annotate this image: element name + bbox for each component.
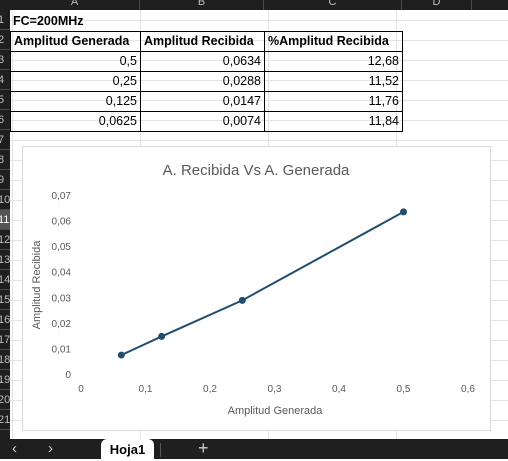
- cell-amplitud-recibida[interactable]: 0,0634: [141, 52, 265, 72]
- row-header-13[interactable]: 13: [0, 250, 10, 270]
- table-row: 0,0625 0,0074 11,84: [11, 112, 403, 132]
- cell-porcentaje[interactable]: 11,76: [265, 92, 403, 112]
- data-point: [158, 333, 165, 340]
- x-tick-label: 0,5: [397, 384, 411, 395]
- x-tick-label: 0,1: [139, 384, 153, 395]
- x-tick-label: 0,4: [332, 384, 346, 395]
- y-tick-label: 0,01: [52, 344, 72, 355]
- x-tick-label: 0: [78, 384, 84, 395]
- table-header-row: Amplitud Generada Amplitud Recibida %Amp…: [11, 32, 403, 52]
- column-header-a[interactable]: A: [10, 0, 140, 10]
- data-point: [118, 352, 125, 359]
- cell-amplitud-generada[interactable]: 0,125: [11, 92, 141, 112]
- column-header-bar: A B C D: [0, 0, 508, 10]
- column-header-d[interactable]: D: [402, 0, 472, 10]
- chart-svg: A. Recibida Vs A. Generada Amplitud Gene…: [23, 147, 490, 430]
- data-point: [239, 297, 246, 304]
- row-header-15[interactable]: 15: [0, 290, 10, 310]
- row-header-9[interactable]: 9: [0, 170, 10, 190]
- scatter-chart[interactable]: A. Recibida Vs A. Generada Amplitud Gene…: [22, 146, 491, 431]
- x-axis-title: Amplitud Generada: [228, 405, 324, 417]
- chevron-right-icon[interactable]: ›: [48, 440, 53, 457]
- row-header-3[interactable]: 3: [0, 50, 10, 70]
- cell-porcentaje[interactable]: 11,52: [265, 72, 403, 92]
- plot-area: 0 0,01 0,02 0,03 0,04 0,05 0,06 0,07 0 0,1 0,2 0,3 0…: [52, 191, 476, 395]
- x-tick-label: 0,2: [203, 384, 217, 395]
- row-header-18[interactable]: 18: [0, 350, 10, 370]
- column-header-b[interactable]: B: [140, 0, 264, 10]
- y-tick-label: 0,03: [52, 293, 72, 304]
- cell-amplitud-generada[interactable]: 0,5: [11, 52, 141, 72]
- row-header-1[interactable]: 1: [0, 10, 10, 30]
- row-header-20[interactable]: 20: [0, 390, 10, 410]
- header-amplitud-recibida[interactable]: Amplitud Recibida: [141, 32, 265, 52]
- y-tick-label: 0,05: [52, 242, 72, 253]
- row-header-11[interactable]: 11: [0, 210, 10, 230]
- data-point: [400, 208, 407, 215]
- row-header-14[interactable]: 14: [0, 270, 10, 290]
- chevron-left-icon[interactable]: ‹: [12, 440, 17, 457]
- row-header-bar: 1 2 3 4 5 6 7 8 9 10 11 12 13 14 15 16 17 18 19 20 21: [0, 10, 10, 439]
- x-tick-label: 0,6: [461, 384, 475, 395]
- table-row: 0,25 0,0288 11,52: [11, 72, 403, 92]
- column-header-c[interactable]: C: [264, 0, 402, 10]
- sheet-tab-bar: ‹ › Hoja1 +: [0, 439, 508, 459]
- cell-amplitud-recibida[interactable]: 0,0147: [141, 92, 265, 112]
- header-amplitud-generada[interactable]: Amplitud Generada: [11, 32, 141, 52]
- sheet-title-cell[interactable]: FC=200MHz: [13, 11, 84, 31]
- y-tick-label: 0,02: [52, 319, 72, 330]
- table-row: 0,5 0,0634 12,68: [11, 52, 403, 72]
- cell-amplitud-recibida[interactable]: 0,0288: [141, 72, 265, 92]
- y-axis-title: Amplitud Recibida: [31, 240, 43, 330]
- row-header-6[interactable]: 6: [0, 110, 10, 130]
- cell-amplitud-generada[interactable]: 0,25: [11, 72, 141, 92]
- cell-amplitud-generada[interactable]: 0,0625: [11, 112, 141, 132]
- y-tick-label: 0,06: [52, 217, 72, 228]
- y-tick-label: 0: [65, 370, 71, 381]
- row-header-17[interactable]: 17: [0, 330, 10, 350]
- header-porcentaje-amplitud[interactable]: %Amplitud Recibida: [265, 32, 403, 52]
- cell-amplitud-recibida[interactable]: 0,0074: [141, 112, 265, 132]
- y-tick-label: 0,07: [52, 191, 72, 202]
- row-header-7[interactable]: 7: [0, 130, 10, 150]
- cell-porcentaje[interactable]: 12,68: [265, 52, 403, 72]
- chart-title: A. Recibida Vs A. Generada: [163, 162, 350, 179]
- tab-hoja1[interactable]: Hoja1: [101, 439, 154, 459]
- table-row: 0,125 0,0147 11,76: [11, 92, 403, 112]
- row-header-5[interactable]: 5: [0, 90, 10, 110]
- row-header-12[interactable]: 12: [0, 230, 10, 250]
- data-table: Amplitud Generada Amplitud Recibida %Amp…: [10, 31, 403, 132]
- row-header-2[interactable]: 2: [0, 30, 10, 50]
- row-header-8[interactable]: 8: [0, 150, 10, 170]
- row-header-10[interactable]: 10: [0, 190, 10, 210]
- tab-separator: [160, 443, 161, 457]
- row-header-4[interactable]: 4: [0, 70, 10, 90]
- row-header-19[interactable]: 19: [0, 370, 10, 390]
- add-sheet-icon[interactable]: +: [198, 438, 209, 459]
- cell-porcentaje[interactable]: 11,84: [265, 112, 403, 132]
- row-header-21[interactable]: 21: [0, 410, 10, 430]
- x-tick-label: 0,3: [268, 384, 282, 395]
- y-tick-label: 0,04: [52, 268, 72, 279]
- row-header-16[interactable]: 16: [0, 310, 10, 330]
